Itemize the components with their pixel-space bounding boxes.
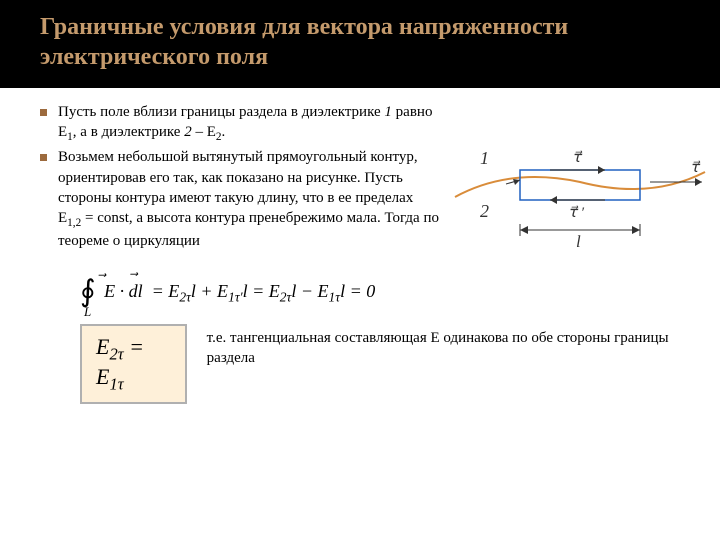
text-column: Пусть поле вблизи границы раздела в диэл… (40, 102, 440, 262)
contour-diagram: 1 2 τ⃗ τ⃗ ′ τ⃗ (450, 122, 710, 262)
region-2-label: 2 (480, 201, 489, 221)
circulation-equation: ∮ L E⃗ · dl⃗ = E2τl + E1τ′l = E2τl − E1τ… (40, 270, 680, 306)
equation-body: E⃗ · dl⃗ = E2τl + E1τ′l = E2τl − E1τl = … (100, 281, 376, 301)
explanation-text: т.е. тангенциальная составляющая E одина… (207, 324, 680, 369)
diagram-column: 1 2 τ⃗ τ⃗ ′ τ⃗ (450, 102, 710, 262)
l-label: l (576, 232, 581, 251)
slide-title: Граничные условия для вектора напряженно… (40, 12, 680, 72)
tau-prime-label: τ⃗ ′ (568, 205, 585, 221)
boxed-result: E2τ = E1τ (80, 324, 187, 405)
tau-label: τ⃗ (572, 150, 583, 166)
bullet-1: Пусть поле вблизи границы раздела в диэл… (40, 102, 440, 145)
bullet-2: Возьмем небольшой вытянутый прямоугольны… (40, 147, 440, 251)
region-1-label: 1 (480, 148, 489, 168)
content-area: Пусть поле вблизи границы раздела в диэл… (0, 88, 720, 404)
title-bar: Граничные условия для вектора напряженно… (0, 0, 720, 88)
